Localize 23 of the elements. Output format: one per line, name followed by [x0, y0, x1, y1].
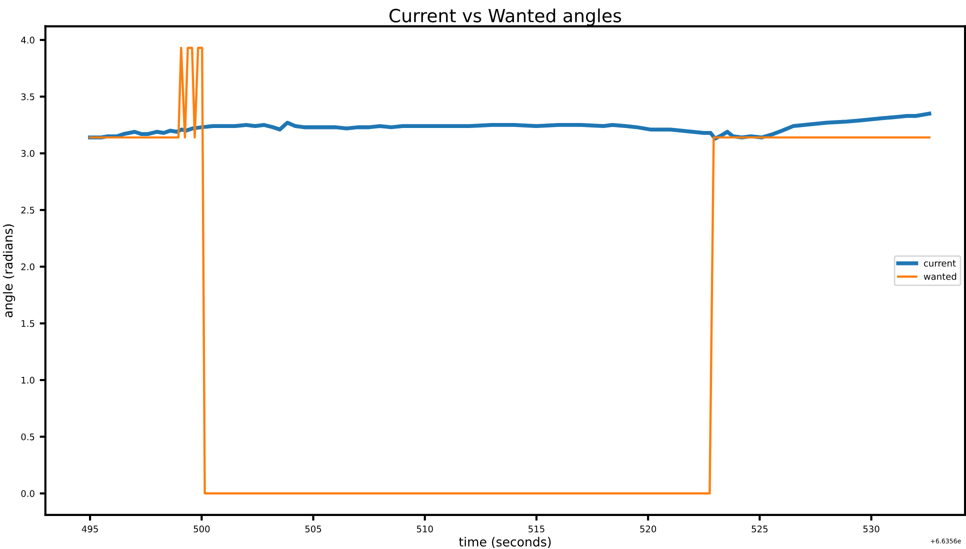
y-tick-label: 0.0	[21, 490, 34, 497]
line-series	[88, 112, 932, 141]
legend-label: current	[924, 260, 956, 267]
x-tick-label: 495	[82, 526, 98, 532]
y-axis-title: angle (radians)	[2, 224, 16, 318]
x-tick-label: 530	[863, 526, 880, 532]
legend-label: wanted	[924, 272, 956, 280]
y-tick-label: 2.0	[21, 263, 34, 270]
y-tick-label: 1.5	[22, 320, 34, 327]
x-tick-label: 520	[640, 526, 656, 532]
y-tick-label: 2.5	[21, 206, 34, 214]
x-tick-label: 525	[752, 526, 768, 532]
y-tick-label: 3.5	[21, 93, 34, 100]
y-tick-label: 4.0	[21, 36, 34, 44]
x-axis-title: time (seconds)	[459, 536, 551, 548]
y-tick-label: 0.5	[21, 433, 34, 440]
y-tick-label: 1.0	[22, 376, 34, 384]
y-tick-label: 3.0	[21, 150, 34, 157]
x-tick-label: 510	[416, 526, 433, 532]
x-tick-label: 500	[194, 526, 210, 532]
chart-title: Current vs Wanted angles	[389, 8, 622, 26]
x-tick-label: 515	[528, 526, 544, 532]
x-tick-label: 505	[305, 526, 322, 532]
